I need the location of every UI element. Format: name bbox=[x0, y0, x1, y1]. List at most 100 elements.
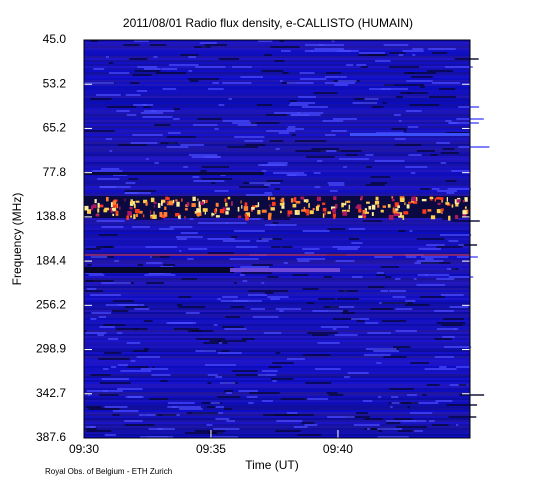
spectrogram-burst bbox=[176, 201, 180, 207]
spectrogram-burst bbox=[168, 200, 174, 206]
spectrogram-burst bbox=[196, 208, 201, 213]
spectrogram-streak bbox=[215, 376, 223, 378]
spectrogram-burst bbox=[110, 210, 113, 213]
spectrogram-burst bbox=[441, 198, 444, 203]
spectrogram-streak bbox=[194, 430, 226, 432]
spectrogram-streak bbox=[241, 272, 272, 274]
spectrogram-row bbox=[84, 344, 470, 346]
spectrogram-burst bbox=[161, 199, 166, 202]
spectrogram-burst bbox=[267, 196, 270, 201]
spectrogram-burst bbox=[138, 210, 143, 214]
spectrogram-streak bbox=[257, 164, 285, 166]
spectrogram-row bbox=[84, 150, 470, 152]
spectrogram-burst bbox=[406, 204, 410, 209]
spectrogram-streak bbox=[304, 424, 318, 426]
spectrogram-streak bbox=[304, 252, 315, 254]
spectrogram-row bbox=[84, 372, 470, 374]
spectrogram-streak bbox=[369, 88, 391, 90]
spectrogram-streak bbox=[422, 394, 427, 396]
spectrogram-streak bbox=[168, 64, 199, 66]
spectrogram-row bbox=[84, 232, 470, 234]
spectrogram-streak bbox=[388, 402, 412, 404]
spectrogram-row bbox=[84, 328, 470, 330]
spectrogram-streak bbox=[424, 368, 457, 370]
spectrogram-streak bbox=[143, 68, 161, 70]
spectrogram-burst bbox=[153, 211, 155, 216]
spectrogram-streak bbox=[261, 170, 267, 172]
spectrogram-streak bbox=[383, 44, 409, 46]
spectrogram-streak bbox=[286, 128, 305, 130]
spectrogram-row bbox=[84, 256, 470, 258]
spectrogram-streak bbox=[318, 44, 345, 46]
spectrogram-streak bbox=[367, 332, 391, 334]
spectrogram-streak bbox=[440, 162, 447, 164]
spectrogram-streak bbox=[188, 330, 203, 332]
spectrogram-streak bbox=[332, 328, 337, 330]
spectrogram-streak bbox=[90, 374, 111, 376]
spectrogram-streak bbox=[103, 368, 109, 370]
spectrogram-streak bbox=[85, 428, 97, 430]
spectrogram-burst bbox=[392, 207, 395, 212]
spectrogram-streak bbox=[108, 72, 130, 74]
spectrogram-burst bbox=[363, 215, 366, 219]
spectrogram-streak bbox=[451, 170, 471, 172]
spectrogram-streak bbox=[247, 294, 267, 296]
spectrogram-burst bbox=[397, 205, 400, 209]
spectrogram-row bbox=[84, 126, 470, 128]
spectrogram-streak bbox=[449, 122, 458, 124]
spectrogram-streak bbox=[263, 218, 291, 220]
spectrogram-streak bbox=[151, 374, 171, 376]
spectrogram-streak bbox=[195, 350, 217, 352]
spectrogram-streak bbox=[356, 64, 367, 66]
spectrogram-streak bbox=[218, 342, 223, 344]
spectrogram-streak bbox=[127, 396, 144, 398]
spectrogram-row bbox=[84, 186, 470, 188]
spectrogram-streak bbox=[101, 226, 124, 228]
spectrogram-streak bbox=[290, 102, 316, 104]
spectrogram-streak bbox=[207, 238, 235, 240]
spectrogram-streak bbox=[272, 222, 279, 224]
spectrogram-burst bbox=[371, 204, 376, 210]
spectrogram-streak bbox=[145, 158, 149, 160]
spectrogram-streak bbox=[389, 290, 400, 292]
spectrogram-burst bbox=[292, 203, 297, 208]
spectrogram-streak bbox=[237, 124, 257, 126]
spectrogram-burst bbox=[395, 213, 401, 216]
spectrogram-streak bbox=[304, 398, 329, 400]
spectrogram-row bbox=[84, 62, 470, 64]
spectrogram-row bbox=[84, 194, 470, 196]
spectrogram-streak bbox=[180, 232, 198, 234]
spectrogram-streak bbox=[252, 316, 279, 318]
spectrogram-streak bbox=[137, 264, 144, 266]
spectrogram-streak bbox=[317, 160, 323, 162]
spectrogram-burst bbox=[397, 212, 403, 215]
y-tick-label: 77.8 bbox=[43, 165, 67, 179]
spectrogram-streak bbox=[84, 330, 87, 332]
spectrogram-streak bbox=[187, 258, 194, 260]
spectrogram-burst bbox=[317, 204, 320, 208]
spectrogram-burst bbox=[84, 205, 89, 211]
spectrogram-burst bbox=[322, 207, 327, 212]
spectrogram-row bbox=[84, 120, 470, 122]
spectrogram-row bbox=[84, 142, 470, 144]
spectrogram-streak bbox=[291, 134, 296, 136]
spectrogram-streak bbox=[404, 72, 436, 74]
spectrogram-burst bbox=[464, 197, 468, 202]
spectrogram-streak bbox=[124, 420, 143, 422]
spectrogram-streak bbox=[241, 338, 255, 340]
spectrogram-streak bbox=[284, 414, 314, 416]
spectrogram-streak bbox=[391, 396, 399, 398]
spectrogram-row bbox=[84, 108, 470, 110]
spectrogram-burst bbox=[204, 210, 206, 215]
spectrogram-row bbox=[84, 100, 470, 102]
spectrogram-burst bbox=[413, 201, 418, 204]
spectrogram-streak bbox=[193, 180, 225, 182]
spectrogram-burst bbox=[145, 201, 148, 206]
spectrogram-burst bbox=[270, 197, 276, 200]
spectrogram-burst bbox=[445, 202, 450, 205]
spectrogram-row bbox=[84, 410, 470, 412]
spectrogram-streak bbox=[341, 312, 355, 314]
spectrogram-burst bbox=[290, 198, 294, 203]
spectrogram-burst bbox=[97, 202, 100, 208]
spectrogram-streak bbox=[418, 248, 441, 250]
